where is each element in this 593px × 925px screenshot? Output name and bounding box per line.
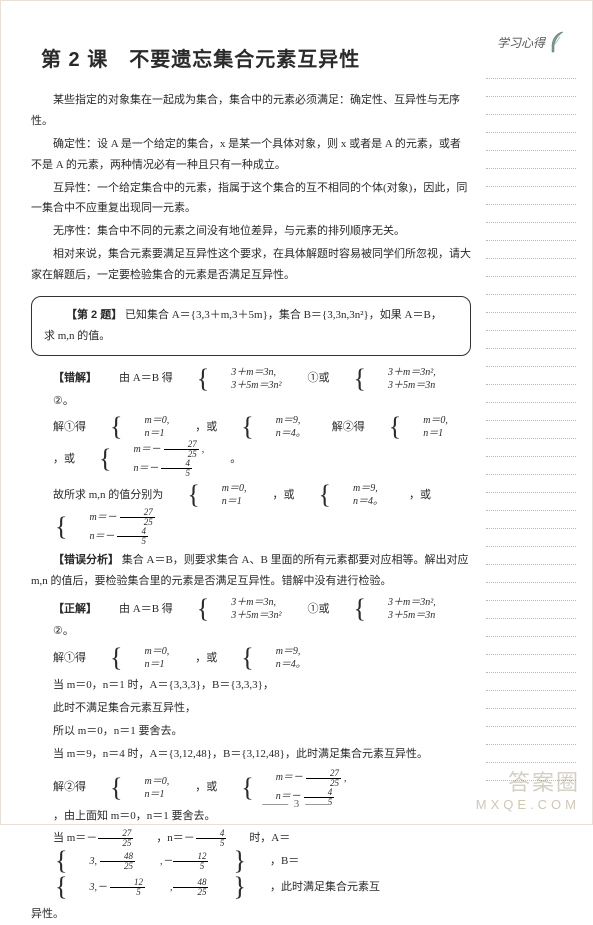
intro-para-5: 相对来说，集合元素要满足互异性这个要求，在具体解题时容易被同学们所忽视，请大家在…	[31, 244, 471, 286]
intro-para-1: 某些指定的对象集在一起成为集合，集合中的元素必须满足：确定性、互异性与无序性。	[31, 90, 471, 132]
sidebar-ruled-lines	[486, 61, 576, 781]
correct-final-line: 当 m＝－ 2725 ，n＝－ 45 时，A＝ { 3, 4825,－ 125 …	[31, 829, 471, 900]
wrong-tail: ②。	[31, 392, 74, 411]
analysis-label: 【错误分析】	[53, 554, 119, 566]
correct-line-3: 解②得 {m＝0,n＝1 ，或 { m＝－2725, n＝－45 ，由上面知 m…	[31, 769, 471, 826]
page: 学习心得 第 2 课 不要遗忘集合元素互异性 某些指定的对象集在一起成为集合，集…	[0, 0, 593, 825]
wrong-label: 【错解】	[31, 369, 97, 388]
wrong-lead: 由 A＝B 得	[97, 369, 173, 388]
correct-case00: 当 m＝0，n＝1 时，A＝{3,3,3}，B＝{3,3,3}，	[31, 675, 471, 696]
brace-sys-2: { 3＋m＝3n²,3＋5m＝3n	[332, 366, 438, 392]
solve1-lead: 解①得	[31, 418, 86, 437]
brace-sys-1: { 3＋m＝3n,3＋5m＝3n²	[175, 366, 284, 392]
intro-para-3: 互异性：一个给定集合中的元素，指属于这个集合的互不相同的个体(对象)，因此，同一…	[31, 178, 471, 220]
correct-final-line-2: 异性。	[31, 904, 471, 925]
intro-para-2: 确定性：设 A 是一个给定的集合，x 是某一个具体对象，则 x 或者是 A 的元…	[31, 134, 471, 176]
wrong-mid: ①或	[286, 369, 330, 388]
wrong-line-2: 解①得 {m＝0,n＝1 ，或 {m＝9,n＝4。 解②得 {m＝0,n＝1 ，…	[31, 414, 471, 478]
problem-body1: 已知集合 A＝{3,3＋m,3＋5m}，集合 B＝{3,3n,3n²}，如果 A…	[125, 309, 442, 321]
problem-text: 【第 2 题】 已知集合 A＝{3,3＋m,3＋5m}，集合 B＝{3,3n,3…	[44, 305, 458, 326]
wrong-conc: 故所求 m,n 的值分别为	[31, 486, 163, 505]
correct-case00b: 此时不满足集合元素互异性，	[31, 698, 471, 719]
correct-line-2: 解①得 {m＝0,n＝1 ，或 {m＝9,n＝4。	[31, 645, 471, 671]
watermark: 答案圈 MXQE.COM	[476, 765, 580, 812]
analysis-para: 【错误分析】 集合 A＝B，则要求集合 A、B 里面的所有元素都要对应相等。解出…	[31, 550, 471, 592]
feather-icon	[549, 31, 565, 53]
lesson-title: 第 2 课 不要遗忘集合元素互异性	[41, 43, 471, 72]
sidebar-title: 学习心得	[497, 34, 545, 51]
wrong-line-1: 【错解】 由 A＝B 得 { 3＋m＝3n,3＋5m＝3n² ①或 { 3＋m＝…	[31, 366, 471, 411]
sidebar-notes: 学习心得	[486, 31, 576, 771]
problem-box: 【第 2 题】 已知集合 A＝{3,3＋m,3＋5m}，集合 B＝{3,3n,3…	[31, 296, 471, 356]
wrong-line-3: 故所求 m,n 的值分别为 {m＝0,n＝1 ，或 {m＝9,n＝4。 ，或 {…	[31, 482, 471, 546]
intro-para-4: 无序性：集合中不同的元素之间没有地位差异，与元素的排列顺序无关。	[31, 221, 471, 242]
sidebar-header: 学习心得	[486, 31, 576, 53]
watermark-top: 答案圈	[476, 765, 580, 797]
correct-case00c: 所以 m＝0，n＝1 要舍去。	[31, 721, 471, 742]
solve2-lead: 解②得	[310, 418, 365, 437]
correct-case94: 当 m＝9，n＝4 时，A＝{3,12,48}，B＝{3,12,48}，此时满足…	[31, 744, 471, 765]
correct-label: 【正解】	[31, 600, 97, 619]
problem-label: 【第 2 题】	[66, 309, 122, 321]
watermark-bottom: MXQE.COM	[476, 797, 580, 812]
correct-line-1: 【正解】 由 A＝B 得 {3＋m＝3n,3＋5m＝3n² ①或 {3＋m＝3n…	[31, 596, 471, 641]
problem-body2: 求 m,n 的值。	[44, 326, 458, 347]
page-number: 3	[256, 798, 338, 810]
main-content: 第 2 课 不要遗忘集合元素互异性 某些指定的对象集在一起成为集合，集合中的元素…	[31, 43, 471, 925]
